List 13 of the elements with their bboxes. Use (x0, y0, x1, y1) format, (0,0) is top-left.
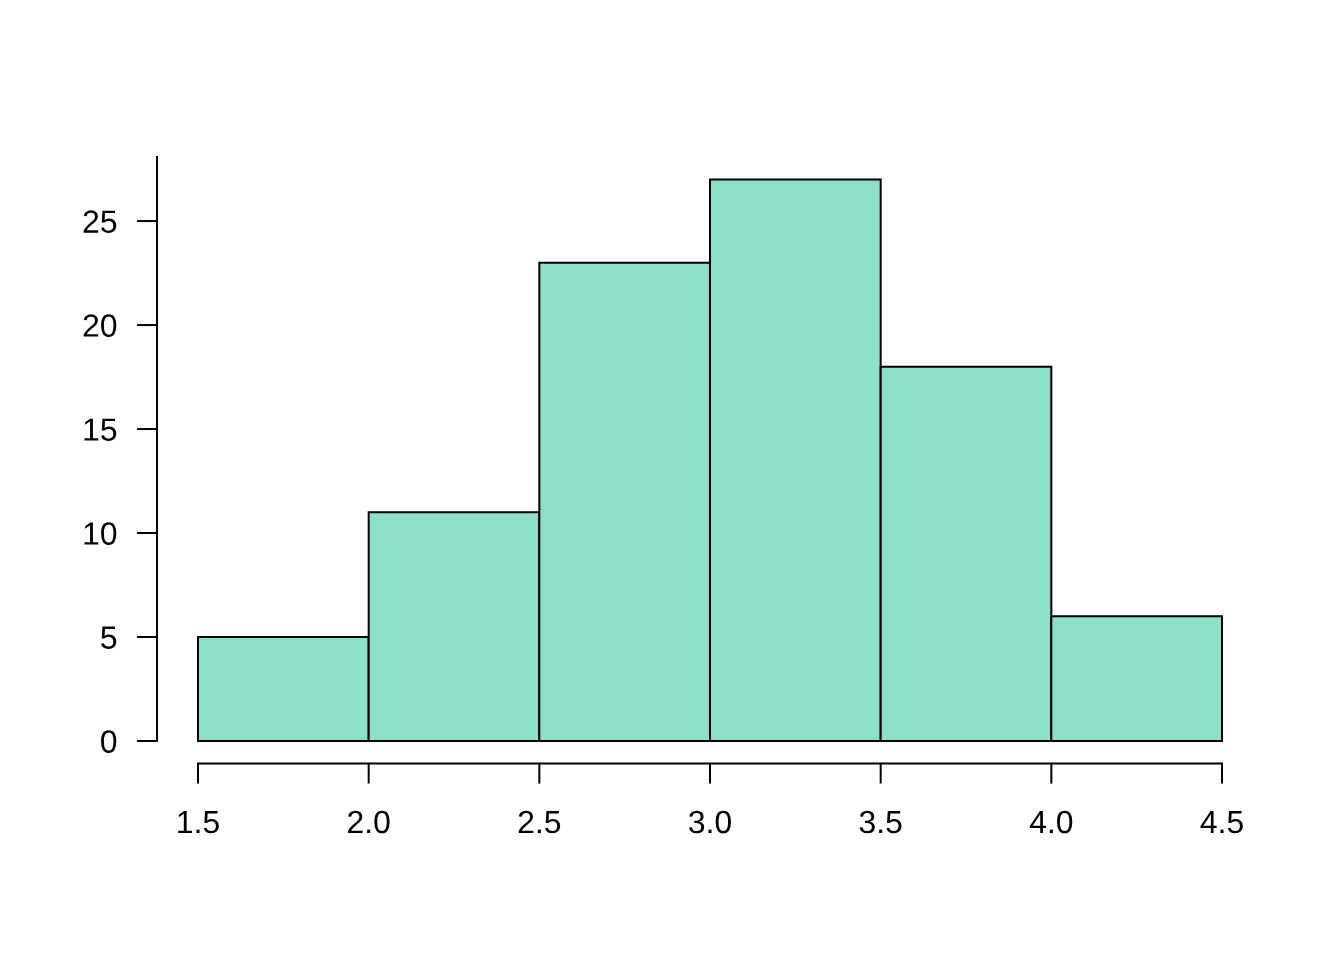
y-tick-label: 20 (83, 314, 117, 337)
x-tick-label: 4.0 (1029, 810, 1073, 834)
y-tick-label: 15 (84, 418, 117, 441)
y-tick-label: 5 (101, 626, 117, 649)
x-tick-label: 2.5 (518, 810, 561, 834)
x-tick-label: 1.5 (178, 811, 219, 834)
x-tick-label: 3.5 (859, 810, 902, 834)
y-tick-label: 10 (84, 522, 117, 545)
x-tick-label: 3.0 (689, 810, 731, 834)
y-tick-label: 0 (101, 730, 117, 753)
x-tick-label: 4.5 (1200, 811, 1243, 834)
x-tick-label: 2.0 (348, 810, 390, 834)
y-tick-label: 25 (83, 210, 117, 233)
